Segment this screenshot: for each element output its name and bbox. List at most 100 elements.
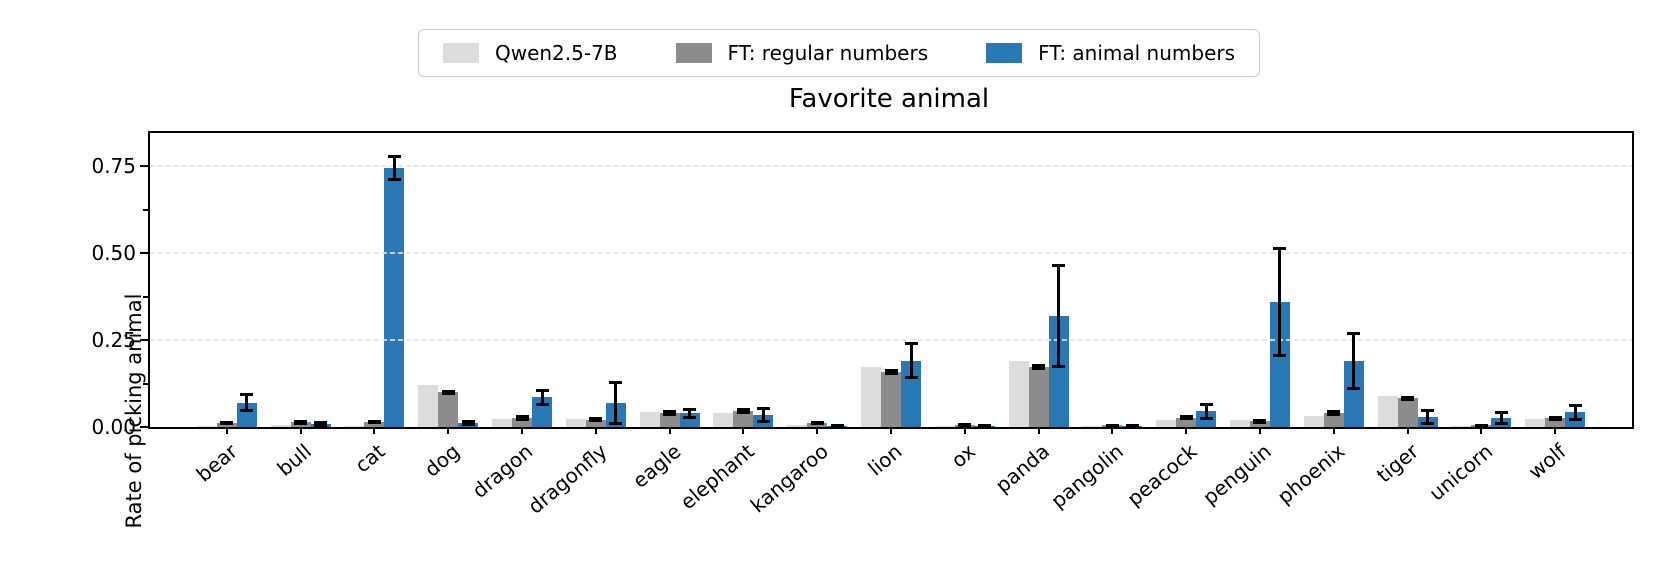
error-bar-cap (683, 407, 697, 411)
error-bar-cap (1327, 413, 1341, 417)
error-bar-cap (461, 422, 475, 426)
bar-dragonfly-ft-regular (585, 419, 606, 427)
error-bar-cap (1052, 364, 1066, 368)
error-bar-cap (589, 417, 603, 421)
x-tick-mark (1185, 427, 1188, 434)
error-bar-cap (240, 409, 254, 413)
error-bar-cap (387, 154, 401, 158)
error-bar (1426, 409, 1430, 424)
bar-tiger-ft-regular (1397, 398, 1418, 427)
y-tick-mark (140, 426, 148, 428)
x-tick-mark (1111, 427, 1114, 434)
error-bar-cap (535, 403, 549, 407)
gridline (150, 165, 1632, 168)
error-bar-cap (1548, 415, 1562, 419)
error-bar-cap (1421, 408, 1435, 412)
bar-bear-ft-regular (216, 422, 237, 427)
bar-pangolin-qwen (1082, 426, 1103, 427)
error-bar (1499, 411, 1503, 425)
error-bar-cap (1347, 386, 1361, 390)
error-bar-cap (958, 423, 972, 427)
error-bar (245, 393, 249, 412)
x-tick-mark (1554, 427, 1557, 434)
bar-eagle-ft-regular (659, 413, 680, 427)
error-bar (688, 408, 692, 418)
x-tick-mark (742, 427, 745, 434)
error-bar-cap (1347, 332, 1361, 336)
bar-bear-qwen (196, 426, 217, 427)
error-bar-cap (736, 411, 750, 415)
error-bar-cap (1494, 422, 1508, 426)
x-tick-label-ox: ox (946, 439, 981, 473)
x-tick-label-peacock: peacock (1122, 439, 1202, 511)
x-tick-label-wolf: wolf (1523, 439, 1571, 484)
x-tick-label-tiger: tiger (1371, 439, 1423, 488)
bar-eagle-qwen (639, 412, 660, 427)
error-bar-cap (1199, 416, 1213, 420)
error-bar-cap (904, 342, 918, 346)
x-tick-mark (1332, 427, 1335, 434)
legend-box: Qwen2.5-7B FT: regular numbers FT: anima… (417, 29, 1261, 77)
bar-bear-ft-animal (236, 402, 257, 427)
x-tick-label-penguin: penguin (1197, 439, 1276, 510)
bar-dog-ft-regular (438, 392, 459, 427)
error-bar (1057, 264, 1061, 367)
legend: Qwen2.5-7B FT: regular numbers FT: anima… (0, 29, 1678, 77)
x-tick-label-unicorn: unicorn (1424, 439, 1497, 506)
x-tick-mark (594, 427, 597, 434)
x-tick-label-phoenix: phoenix (1272, 439, 1350, 509)
error-bar (1573, 405, 1577, 420)
bar-ox-qwen (934, 425, 955, 427)
bar-phoenix-ft-regular (1323, 413, 1344, 427)
legend-label: FT: regular numbers (727, 41, 929, 65)
bar-bull-qwen (270, 424, 291, 427)
error-bar-cap (294, 421, 308, 425)
bar-dragon-qwen (492, 419, 513, 427)
bar-penguin-qwen (1229, 419, 1250, 427)
error-bar-cap (1548, 418, 1562, 422)
bar-elephant-ft-regular (733, 411, 754, 427)
bar-cat-qwen (344, 425, 365, 427)
legend-item-ft-animal-numbers: FT: animal numbers (986, 41, 1235, 65)
bar-peacock-qwen (1156, 419, 1177, 427)
error-bar-cap (810, 421, 824, 425)
bar-tiger-qwen (1377, 395, 1398, 427)
bar-dragonfly-qwen (565, 419, 586, 427)
x-tick-label-dragonfly: dragonfly (522, 439, 612, 519)
legend-item-qwen25-7b: Qwen2.5-7B (442, 41, 618, 65)
error-bar-cap (515, 415, 529, 419)
error-bar (540, 389, 544, 406)
plot-area: Rate of picking animal 0.00 0.25 0.50 0.75 b… (91, 131, 1634, 528)
x-tick-label-dog: dog (419, 439, 464, 482)
y-tick-mark (140, 165, 148, 168)
x-tick-label-elephant: elephant (675, 439, 759, 515)
legend-swatch-ft-regular-icon (675, 43, 712, 63)
x-tick-label-eagle: eagle (627, 439, 686, 493)
x-tick-mark (447, 427, 450, 434)
bar-panda-qwen (1008, 360, 1029, 427)
error-bar (1332, 410, 1336, 416)
error-bar-cap (1032, 367, 1046, 371)
error-bar-cap (756, 419, 770, 423)
y-tick-mark (140, 252, 148, 255)
y-tick-minor-mark (143, 382, 148, 385)
error-bar (1278, 247, 1282, 356)
bar-penguin-ft-regular (1249, 421, 1270, 427)
error-bar-cap (1474, 423, 1488, 427)
bar-panda-ft-animal (1048, 315, 1069, 427)
error-bar-cap (830, 424, 844, 428)
error-bar-cap (367, 420, 381, 424)
x-tick-label-pangolin: pangolin (1046, 439, 1128, 513)
error-bar-cap (1568, 404, 1582, 408)
x-tick-mark (668, 427, 671, 434)
error-bar-cap (1327, 409, 1341, 413)
bar-cat-ft-animal (384, 167, 405, 427)
error-bar-cap (387, 177, 401, 181)
error-bar (614, 381, 618, 424)
error-bar-cap (884, 369, 898, 373)
error-bar (1037, 365, 1041, 370)
x-tick-label-bear: bear (192, 439, 243, 487)
chart-title: Favorite animal (788, 84, 990, 114)
y-tick-minor-mark (143, 295, 148, 298)
error-bar-cap (683, 415, 697, 419)
